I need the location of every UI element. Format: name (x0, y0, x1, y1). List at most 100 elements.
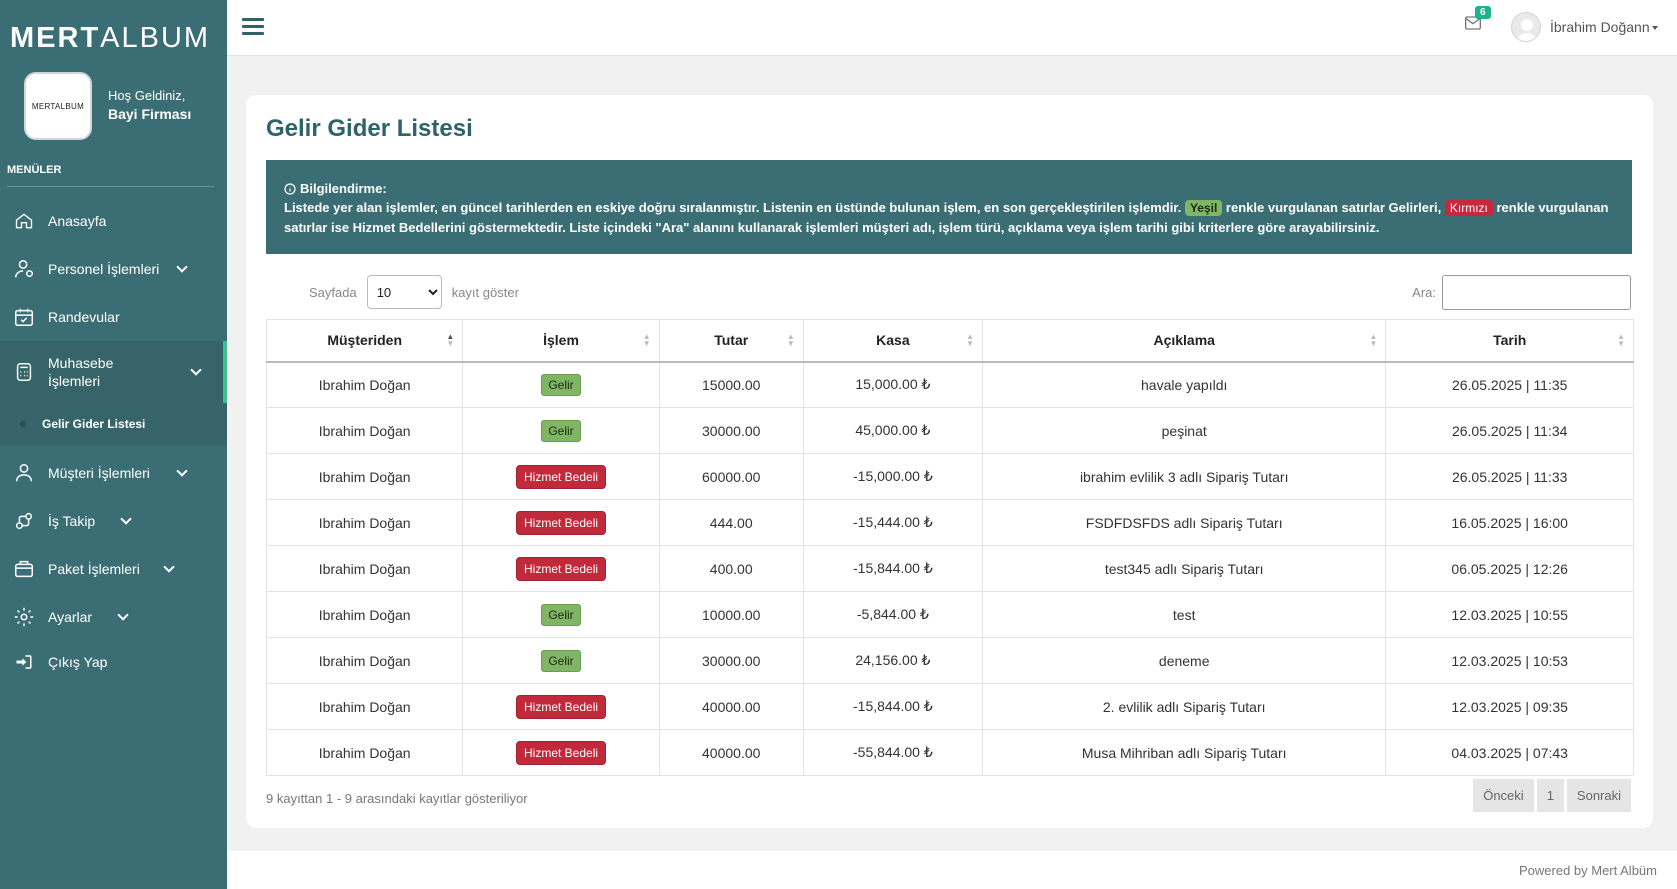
mail-count-badge: 6 (1475, 6, 1491, 19)
nav-appointments-label: Randevular (48, 309, 120, 325)
info-text-4: göstermektedir. Liste içindeki "Ara" ala… (469, 220, 1380, 235)
home-icon (12, 209, 36, 233)
chevron-down-icon (120, 513, 132, 525)
cell-amount: 60000.00 (658, 453, 804, 500)
header-label: Tutar (714, 332, 749, 349)
nav-tracking-label: İş Takip (48, 513, 96, 529)
nav-appointments[interactable]: Randevular (0, 293, 227, 341)
caret-down-icon[interactable] (1652, 26, 1658, 30)
table-row: Ibrahim Doğan Hizmet Bedeli 40000.00 -55,84… (265, 729, 1634, 776)
nav-customers[interactable]: Müşteri İşlemleri (0, 449, 227, 497)
search-label: Ara: (1412, 285, 1436, 300)
info-alert: Bilgilendirme: Listede yer alan işlemler… (266, 160, 1632, 254)
page-title: Gelir Gider Listesi (266, 115, 473, 142)
chevron-down-icon (163, 561, 175, 573)
sort-icon: ▲ ▼ (1369, 332, 1378, 348)
cell-amount: 30000.00 (658, 407, 804, 454)
cell-date: 04.03.2025 | 07:43 (1385, 729, 1634, 776)
brand-part2: ALBUM (100, 22, 211, 54)
header-islem[interactable]: İşlem ▲ ▼ (462, 319, 660, 363)
search-input[interactable] (1442, 275, 1631, 310)
header-tutar[interactable]: Tutar ▲ ▼ (658, 319, 804, 363)
content-card: Gelir Gider Listesi Bilgilendirme: Liste… (246, 95, 1653, 828)
type-badge: Hizmet Bedeli (516, 464, 607, 489)
table-row: Ibrahim Doğan Hizmet Bedeli 40000.00 -15,84… (265, 683, 1634, 730)
username[interactable]: İbrahim Doğann (1550, 19, 1650, 35)
nav-home[interactable]: Anasayfa (0, 197, 227, 245)
sort-icon: ▲ ▼ (446, 332, 455, 348)
sidebar-nav: Anasayfa Personel İşlemleri Randevular M… (0, 197, 227, 683)
cell-customer: Ibrahim Doğan (265, 407, 464, 454)
nav-accounting[interactable]: Muhasebe İşlemleri (0, 341, 227, 445)
brand-part1: MERT (10, 22, 101, 54)
cell-customer: Ibrahim Doğan (265, 729, 464, 776)
calendar-icon (12, 305, 36, 329)
brand-logo[interactable]: MERTALBUM (0, 0, 227, 72)
nav-packages[interactable]: Paket İşlemleri (0, 545, 227, 593)
cell-description: FSDFDSFDS adlı Sipariş Tutarı (982, 499, 1387, 546)
nav-settings[interactable]: Ayarlar (0, 593, 227, 641)
page-1-button[interactable]: 1 (1536, 779, 1564, 812)
cell-balance: -55,844.00 ₺ (802, 729, 984, 776)
nav-home-label: Anasayfa (48, 213, 107, 229)
cell-balance: -15,844.00 ₺ (802, 545, 984, 592)
cell-date: 12.03.2025 | 10:55 (1385, 591, 1634, 638)
prev-page-button[interactable]: Önceki (1473, 779, 1534, 812)
per-page-select[interactable]: 10 (366, 275, 442, 309)
table-summary: 9 kayıttan 1 - 9 arasındaki kayıtlar gös… (266, 791, 528, 806)
cell-description: ibrahim evlilik 3 adlı Sipariş Tutarı (982, 453, 1387, 500)
hamburger-menu-icon[interactable] (242, 18, 264, 36)
nav-logout[interactable]: Çıkış Yap (0, 641, 227, 683)
info-icon (284, 182, 296, 195)
sort-icon: ▲ ▼ (1617, 332, 1625, 348)
cell-type: Hizmet Bedeli (462, 729, 660, 776)
calculator-icon (12, 360, 36, 384)
cell-date: 16.05.2025 | 16:00 (1385, 499, 1634, 546)
nav-accounting-label: Muhasebe İşlemleri (48, 355, 114, 389)
nav-income-list[interactable]: Gelir Gider Listesi (0, 403, 227, 445)
table-body: Ibrahim Doğan Gelir 15000.00 15,000.00 ₺ hav… (265, 361, 1634, 776)
search-control: Ara: (1412, 275, 1631, 310)
header-tarih[interactable]: Tarih ▲ ▼ (1385, 319, 1634, 363)
nav-staff[interactable]: Personel İşlemleri (0, 245, 227, 293)
table-row: Ibrahim Doğan Gelir 30000.00 45,000.00 ₺ peş… (265, 407, 1634, 454)
footer: Powered by Mert Albüm (227, 851, 1677, 889)
cell-balance: -15,444.00 ₺ (802, 499, 984, 546)
cell-type: Hizmet Bedeli (462, 683, 660, 730)
topbar: 6 İbrahim Doğann (227, 0, 1677, 56)
next-page-button[interactable]: Sonraki (1566, 779, 1631, 812)
type-badge: Hizmet Bedeli (516, 740, 607, 765)
bullet-icon (20, 421, 26, 427)
avatar[interactable] (1511, 12, 1541, 42)
mail-button[interactable]: 6 (1465, 6, 1491, 35)
page-length-control: Sayfada 10 kayıt göster (309, 275, 519, 309)
cell-amount: 444.00 (658, 499, 804, 546)
cell-balance: 45,000.00 ₺ (802, 407, 984, 454)
cell-description: Musa Mihriban adlı Sipariş Tutarı (982, 729, 1387, 776)
company-logo: MERTALBUM (24, 72, 92, 140)
header-kasa[interactable]: Kasa ▲ ▼ (802, 319, 984, 363)
nav-logout-label: Çıkış Yap (48, 654, 108, 670)
cell-description: deneme (982, 637, 1387, 684)
info-body: Listede yer alan işlemler, en güncel tar… (284, 198, 1614, 237)
pagination: Önceki 1 Sonraki (1473, 779, 1631, 812)
firm-name: Bayi Firması (108, 106, 192, 122)
cell-date: 12.03.2025 | 09:35 (1385, 683, 1634, 730)
header-musteriden[interactable]: Müşteriden ▲ ▼ (265, 319, 464, 363)
info-hizmet: Hizmet Bedellerini (352, 220, 466, 235)
per-page-suffix: kayıt göster (451, 284, 519, 300)
cell-amount: 400.00 (658, 545, 804, 592)
table-row: Ibrahim Doğan Gelir 10000.00 -5,844.00 ₺ tes… (265, 591, 1634, 638)
nav-tracking[interactable]: İş Takip (0, 497, 227, 545)
cell-date: 26.05.2025 | 11:33 (1385, 453, 1634, 500)
cell-customer: Ibrahim Doğan (265, 453, 464, 500)
cell-date: 26.05.2025 | 11:35 (1385, 361, 1634, 408)
green-label: Yeşil (1184, 200, 1223, 216)
sort-icon: ▲ ▼ (642, 332, 651, 348)
header-aciklama[interactable]: Açıklama ▲ ▼ (982, 319, 1387, 363)
cell-customer: Ibrahim Doğan (265, 499, 464, 546)
cell-amount: 10000.00 (658, 591, 804, 638)
package-icon (12, 557, 36, 581)
income-expense-table: Müşteriden ▲ ▼ İşlem ▲ ▼ Tutar ▲ ▼ Kasa ▲ ▼ Açık… (265, 319, 1634, 776)
cell-description: 2. evlilik adlı Sipariş Tutarı (982, 683, 1387, 730)
